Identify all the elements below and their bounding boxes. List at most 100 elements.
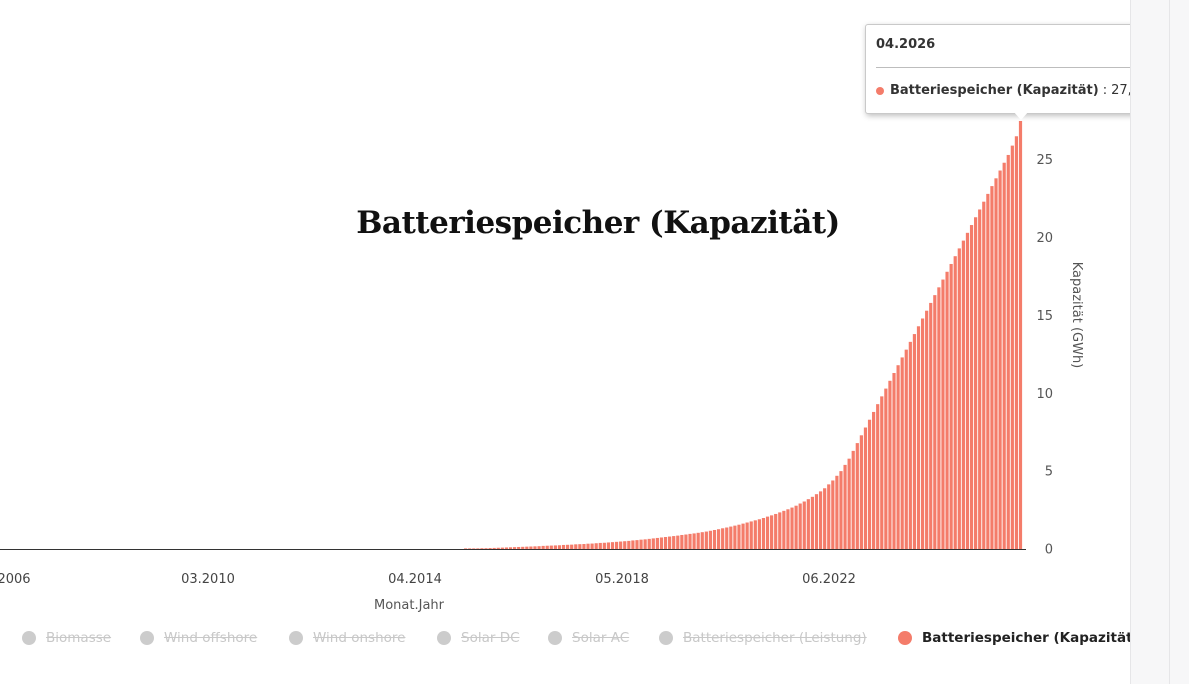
legend-label: Wind offshore bbox=[164, 630, 258, 646]
bar bbox=[561, 544, 566, 549]
bar bbox=[606, 542, 611, 549]
bar bbox=[1018, 121, 1023, 549]
bar bbox=[810, 496, 815, 549]
bar bbox=[721, 528, 725, 549]
bar bbox=[529, 546, 533, 549]
bar bbox=[663, 537, 668, 549]
bar bbox=[835, 475, 839, 549]
bar bbox=[537, 546, 541, 549]
bar bbox=[468, 548, 472, 549]
bar bbox=[945, 271, 949, 549]
bar bbox=[892, 373, 896, 549]
bar bbox=[761, 518, 766, 549]
series-dot-icon bbox=[876, 86, 884, 95]
bar bbox=[786, 509, 790, 549]
bar bbox=[614, 541, 619, 549]
bar bbox=[582, 544, 586, 549]
bar bbox=[916, 326, 921, 549]
bar bbox=[949, 263, 953, 549]
chart-plot: 0 5 10 15 20 25 Kapazität (GWh) 2006 03.2010 04.2… bbox=[0, 121, 1084, 613]
bar bbox=[659, 537, 664, 549]
legend-dot-icon bbox=[548, 631, 562, 645]
bar bbox=[794, 505, 798, 549]
tooltip-divider bbox=[876, 67, 1174, 68]
bar bbox=[823, 488, 827, 549]
y-axis-label: Kapazität (GWh) bbox=[1069, 262, 1084, 369]
legend-label: Wind onshore bbox=[313, 630, 406, 646]
legend-label: Batteriespeicher (Kapazität) bbox=[922, 630, 1139, 646]
bar bbox=[557, 545, 562, 549]
legend-dot-icon bbox=[898, 631, 912, 645]
bar bbox=[627, 540, 631, 549]
bar bbox=[504, 547, 509, 549]
tooltip-caret-icon bbox=[1013, 111, 1029, 120]
bar bbox=[880, 396, 884, 549]
bar bbox=[672, 536, 676, 549]
bar bbox=[464, 548, 468, 549]
x-tick-label: 04.2014 bbox=[388, 572, 442, 587]
y-tick-label: 15 bbox=[1036, 309, 1053, 324]
bar bbox=[610, 542, 615, 549]
bar bbox=[704, 531, 708, 549]
bar bbox=[725, 527, 729, 549]
bar bbox=[574, 544, 578, 549]
legend-label: Batteriespeicher (Leistung) bbox=[683, 630, 867, 646]
bar bbox=[978, 209, 982, 549]
bar bbox=[818, 491, 823, 549]
bar bbox=[920, 318, 925, 549]
bar bbox=[965, 232, 970, 549]
legend-item-solar-dc[interactable]: Solar DC bbox=[437, 630, 520, 646]
bar bbox=[757, 519, 761, 549]
bar bbox=[770, 515, 774, 549]
tooltip-header: 04.2026 bbox=[876, 37, 936, 52]
bar bbox=[472, 548, 476, 549]
bar bbox=[676, 535, 680, 549]
bar bbox=[484, 548, 488, 549]
bar bbox=[602, 542, 606, 549]
bar bbox=[566, 544, 570, 549]
bar bbox=[745, 522, 749, 549]
y-tick-label: 5 bbox=[1045, 465, 1053, 480]
bar bbox=[896, 365, 900, 549]
bar bbox=[778, 512, 782, 549]
legend-item-solar-ac[interactable]: Solar AC bbox=[548, 630, 629, 646]
bar bbox=[994, 178, 998, 550]
bar bbox=[631, 540, 635, 549]
bar bbox=[867, 419, 872, 549]
bar bbox=[1010, 145, 1014, 549]
bar bbox=[598, 542, 602, 549]
bar bbox=[982, 201, 986, 549]
y-tick-label: 10 bbox=[1036, 387, 1053, 402]
bar bbox=[782, 510, 786, 549]
legend-dot-icon bbox=[289, 631, 303, 645]
bar bbox=[961, 240, 965, 549]
bar bbox=[855, 443, 859, 549]
panel-divider bbox=[1169, 0, 1170, 684]
x-tick-label: 03.2010 bbox=[181, 572, 235, 587]
bar bbox=[912, 334, 917, 549]
bar bbox=[521, 546, 525, 549]
bar bbox=[525, 546, 529, 549]
bar bbox=[843, 464, 847, 549]
bar bbox=[668, 536, 672, 549]
legend-item-biomasse[interactable]: Biomasse bbox=[22, 630, 111, 646]
bar bbox=[647, 538, 651, 549]
bar bbox=[643, 539, 647, 549]
bar bbox=[500, 547, 504, 549]
bar bbox=[639, 539, 643, 549]
legend-item-batteriespeicher-leistung[interactable]: Batteriespeicher (Leistung) bbox=[659, 630, 867, 646]
legend-item-wind-onshore[interactable]: Wind onshore bbox=[289, 630, 405, 646]
bar bbox=[876, 404, 880, 549]
bar bbox=[790, 507, 794, 549]
bar bbox=[737, 524, 741, 549]
bar bbox=[941, 279, 945, 549]
bar bbox=[986, 193, 990, 550]
legend-item-batteriespeicher-kapazitaet[interactable]: Batteriespeicher (Kapazität) bbox=[898, 630, 1139, 646]
x-axis-label: Monat.Jahr bbox=[374, 598, 445, 613]
bar bbox=[863, 427, 868, 549]
bar bbox=[802, 501, 806, 549]
bar bbox=[716, 529, 721, 549]
bar bbox=[692, 533, 696, 549]
legend-item-wind-offshore[interactable]: Wind offshore bbox=[140, 630, 257, 646]
bar bbox=[851, 450, 855, 549]
